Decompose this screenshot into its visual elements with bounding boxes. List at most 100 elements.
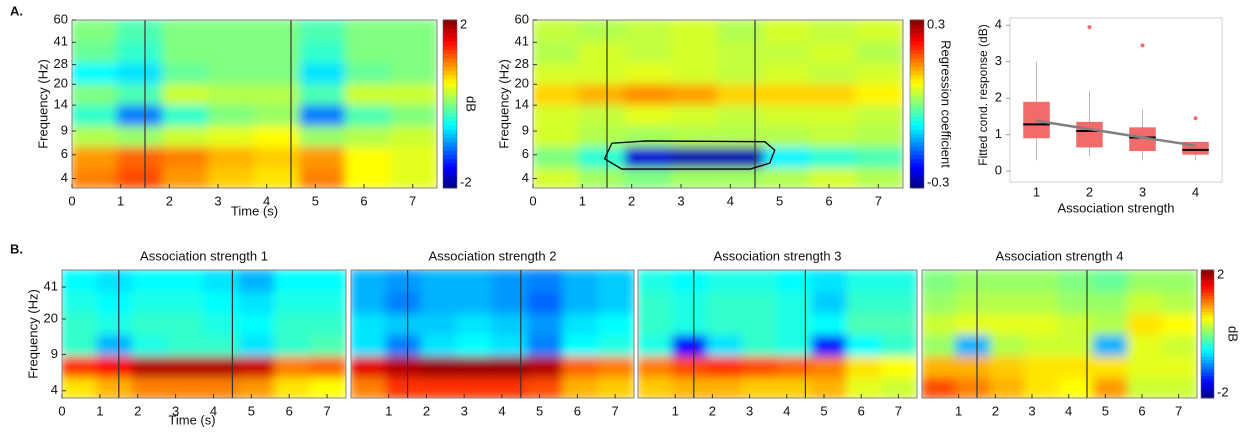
heatmap-cell (116, 82, 165, 105)
heatmap-clip (533, 20, 903, 188)
heatmap-cell (167, 270, 205, 293)
y-tick-label: 4 (61, 170, 68, 185)
colorbar-step (443, 132, 457, 139)
heatmap-cell (253, 166, 302, 188)
heatmap-cell (96, 290, 134, 314)
heatmap-cell (1092, 290, 1130, 314)
colorbar-step (910, 36, 924, 42)
colorbar-step (1201, 362, 1214, 367)
heatmap-cell (253, 145, 302, 168)
heatmap-cell (597, 333, 634, 357)
heatmap-cell (809, 103, 858, 126)
x-tick-label: 4 (210, 403, 217, 418)
x-tick-label: 0 (68, 193, 75, 208)
colorbar-step (1201, 339, 1214, 345)
colorbar-step (1201, 355, 1214, 361)
y-tick-label: 1 (995, 126, 1002, 141)
x-tick-label: 2 (628, 193, 635, 208)
heatmap (638, 270, 917, 398)
heatmap-cell (132, 354, 170, 378)
heatmap-cell (717, 103, 766, 126)
heatmap-cell (1058, 375, 1095, 398)
heatmap-cell (1058, 333, 1095, 357)
colorbar-step (910, 183, 924, 189)
heatmap-cell (855, 166, 903, 188)
colorbar-label: Regression coefficient (939, 40, 954, 168)
heatmap-cell (717, 145, 766, 168)
heatmap-cell (989, 375, 1027, 398)
heatmap-cell (670, 20, 719, 42)
colorbar-step (910, 141, 924, 147)
x-tick-label: 2 (709, 403, 716, 418)
heatmap-cell (162, 124, 210, 147)
heatmap-cell (670, 61, 719, 84)
x-tick-label: 4 (727, 193, 734, 208)
colorbar-step (443, 99, 457, 105)
heatmap-cell (385, 354, 423, 378)
panel-title: Association strength 3 (714, 248, 842, 263)
outlier (1140, 43, 1145, 48)
heatmap-cell (456, 354, 494, 378)
outlier (1193, 116, 1198, 121)
colorbar-step (910, 19, 924, 25)
heatmap-cell (116, 20, 165, 42)
colorbar-step (1201, 359, 1214, 364)
colorbar-step (443, 74, 457, 80)
heatmap-cell (811, 375, 849, 398)
heatmap-cell (855, 103, 903, 126)
heatmap-cell (809, 20, 858, 42)
heatmap-cell (491, 333, 529, 357)
heatmap-cell (855, 82, 903, 105)
heatmap-cell (638, 311, 674, 335)
colorbar-step (1201, 279, 1214, 284)
colorbar-step (443, 82, 457, 88)
panel-title: Association strength 2 (429, 248, 557, 263)
heatmap-cell (533, 124, 581, 147)
heatmap-cell (203, 270, 241, 293)
heatmap-cell (1024, 311, 1061, 335)
cluster-outline (603, 140, 776, 170)
heatmap-cell (533, 61, 581, 84)
heatmap-cell (390, 40, 437, 63)
colorbar-step (910, 61, 924, 67)
colorbar-step (443, 170, 457, 176)
y-tick-label: 14 (54, 97, 68, 112)
colorbar-step (1201, 391, 1214, 396)
heatmap-cell (763, 40, 812, 63)
colorbar-step (910, 27, 924, 34)
heatmap-cell (671, 311, 709, 335)
heatmap-cell (922, 333, 958, 357)
heatmap-cell (776, 354, 814, 378)
colorbar-step (910, 170, 924, 176)
heatmap-cell (207, 82, 256, 105)
heatmap-cell (638, 354, 674, 378)
heatmap-cell (922, 375, 958, 398)
y-tick-label: 20 (515, 76, 529, 91)
heatmap-cell (162, 166, 210, 188)
heatmap-cell (717, 82, 766, 105)
colorbar-step (443, 120, 457, 126)
colorbar-step (910, 69, 924, 76)
heatmap-cell (776, 270, 814, 293)
heatmap-cell (638, 270, 674, 293)
colorbar-step (1201, 304, 1214, 309)
colorbar-label: dB (1226, 326, 1241, 342)
heatmap-cell (1092, 270, 1130, 293)
heatmap-cell (238, 311, 276, 335)
heatmap-cell (116, 40, 165, 63)
heatmap-cell (671, 375, 709, 398)
colorbar-step (1201, 307, 1214, 313)
heatmap-cell (989, 270, 1027, 293)
y-axis-label: Frequency (Hz) (25, 289, 40, 379)
heatmap-cell (167, 290, 205, 314)
colorbar-step (1201, 368, 1214, 373)
heatmap-cell (456, 270, 494, 293)
heatmap-cell (132, 270, 170, 293)
heatmap-cell (922, 290, 958, 314)
colorbar-step (910, 158, 924, 164)
heatmap-cell (62, 270, 99, 293)
heatmap-cell (344, 124, 393, 147)
colorbar-step (1201, 381, 1214, 386)
x-tick-label: 6 (360, 193, 367, 208)
heatmap-cell (1161, 311, 1197, 335)
